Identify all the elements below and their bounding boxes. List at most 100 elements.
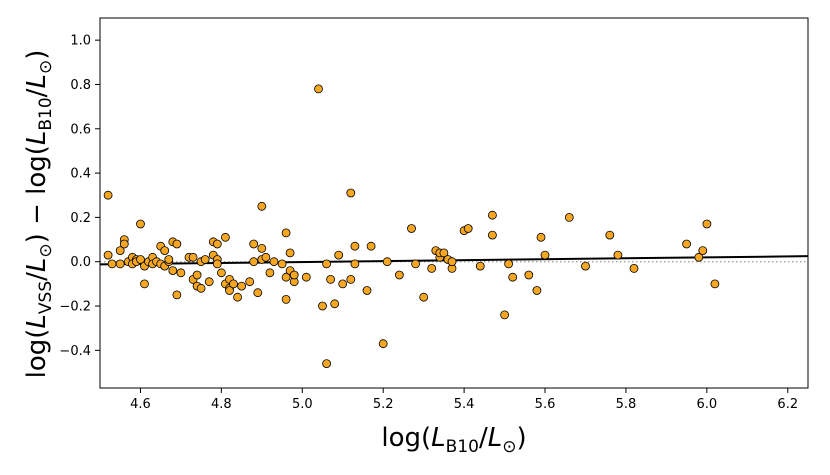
data-point bbox=[172, 290, 182, 300]
data-point bbox=[702, 219, 712, 229]
data-point bbox=[277, 259, 287, 269]
data-point bbox=[322, 359, 332, 369]
x-tick-label: 5.6 bbox=[535, 397, 556, 412]
data-point bbox=[115, 259, 125, 269]
data-point bbox=[188, 252, 198, 262]
data-point bbox=[192, 270, 202, 280]
x-tick-label: 5.2 bbox=[373, 397, 394, 412]
data-point bbox=[196, 283, 206, 293]
data-point bbox=[682, 239, 691, 249]
data-point bbox=[257, 201, 267, 211]
data-point bbox=[281, 294, 291, 304]
data-point bbox=[136, 255, 145, 264]
data-point bbox=[463, 224, 473, 233]
data-point bbox=[322, 259, 332, 269]
data-point bbox=[487, 210, 497, 220]
y-axis-label: log(LVSS/L⊙) − log(LB10/L⊙) bbox=[22, 50, 56, 379]
data-point bbox=[103, 190, 113, 200]
data-point bbox=[366, 241, 376, 251]
data-point bbox=[500, 310, 510, 320]
y-tick-label: 0.8 bbox=[70, 78, 91, 93]
data-point bbox=[318, 301, 327, 311]
data-point bbox=[176, 268, 186, 278]
data-point bbox=[378, 339, 388, 349]
data-point bbox=[160, 246, 170, 256]
data-point bbox=[245, 277, 255, 287]
y-tick-label: 0.6 bbox=[70, 122, 91, 137]
x-tick-label: 5.0 bbox=[292, 397, 313, 412]
data-point bbox=[508, 272, 518, 282]
data-point bbox=[338, 279, 348, 289]
data-point bbox=[710, 279, 720, 289]
y-tick-label: −0.4 bbox=[59, 344, 91, 359]
data-point bbox=[427, 263, 437, 273]
data-point bbox=[394, 270, 404, 280]
y-axis: −0.4 −0.2 0.0 0.2 0.4 0.6 0.8 1.0 bbox=[59, 34, 100, 359]
data-point bbox=[281, 272, 291, 282]
x-tick-label: 5.4 bbox=[454, 397, 475, 412]
data-point bbox=[229, 279, 238, 289]
data-point bbox=[447, 257, 457, 267]
data-point bbox=[487, 230, 497, 240]
data-point bbox=[314, 84, 323, 94]
x-tick-label: 4.6 bbox=[130, 397, 151, 412]
data-point bbox=[220, 232, 230, 242]
data-point bbox=[419, 292, 429, 302]
data-point bbox=[536, 232, 546, 242]
data-point bbox=[136, 219, 145, 229]
data-point bbox=[233, 292, 243, 302]
data-point bbox=[225, 286, 234, 295]
data-point bbox=[362, 286, 372, 295]
data-point bbox=[301, 272, 311, 282]
data-point bbox=[281, 228, 291, 238]
data-point bbox=[411, 259, 421, 269]
data-point bbox=[212, 259, 222, 269]
data-point bbox=[334, 250, 344, 260]
data-point bbox=[237, 281, 247, 291]
data-point bbox=[581, 261, 590, 271]
data-point bbox=[504, 259, 514, 269]
plot-area bbox=[99, 17, 809, 389]
data-point bbox=[253, 288, 263, 298]
data-point bbox=[119, 239, 129, 249]
data-point bbox=[605, 230, 615, 240]
y-tick-label: −0.2 bbox=[59, 300, 91, 315]
data-point bbox=[261, 252, 271, 262]
x-axis-label: log(LB10/L⊙) bbox=[381, 423, 526, 457]
x-tick-label: 6.0 bbox=[697, 397, 718, 412]
x-tick-label: 6.2 bbox=[777, 397, 798, 412]
data-point bbox=[164, 255, 174, 264]
data-point bbox=[285, 248, 295, 258]
data-point bbox=[350, 241, 360, 251]
data-point bbox=[475, 261, 485, 271]
y-tick-label: 1.0 bbox=[70, 34, 91, 49]
data-point bbox=[613, 250, 623, 260]
data-point bbox=[382, 257, 392, 267]
data-point bbox=[140, 279, 149, 289]
y-tick-label: 0.0 bbox=[70, 255, 91, 270]
x-tick-label: 4.8 bbox=[211, 397, 232, 412]
data-point bbox=[346, 188, 356, 198]
data-point bbox=[289, 270, 299, 280]
data-point bbox=[532, 286, 542, 295]
data-point bbox=[326, 274, 336, 284]
data-point bbox=[249, 257, 259, 267]
data-point bbox=[204, 277, 214, 287]
x-axis: 4.6 4.8 5.0 5.2 5.4 5.6 5.8 6.0 6.2 bbox=[130, 388, 798, 412]
data-point bbox=[257, 243, 267, 253]
data-point bbox=[524, 270, 534, 280]
data-point bbox=[115, 246, 125, 256]
data-point bbox=[269, 257, 279, 267]
data-point bbox=[168, 266, 178, 276]
data-point bbox=[212, 239, 222, 249]
data-point bbox=[350, 259, 360, 269]
data-point bbox=[216, 268, 226, 278]
data-point bbox=[698, 246, 708, 256]
y-tick-label: 0.4 bbox=[70, 167, 91, 182]
data-point bbox=[330, 299, 340, 309]
data-point bbox=[200, 255, 210, 264]
data-point bbox=[407, 224, 416, 233]
data-point bbox=[172, 239, 182, 249]
data-point bbox=[249, 239, 259, 249]
